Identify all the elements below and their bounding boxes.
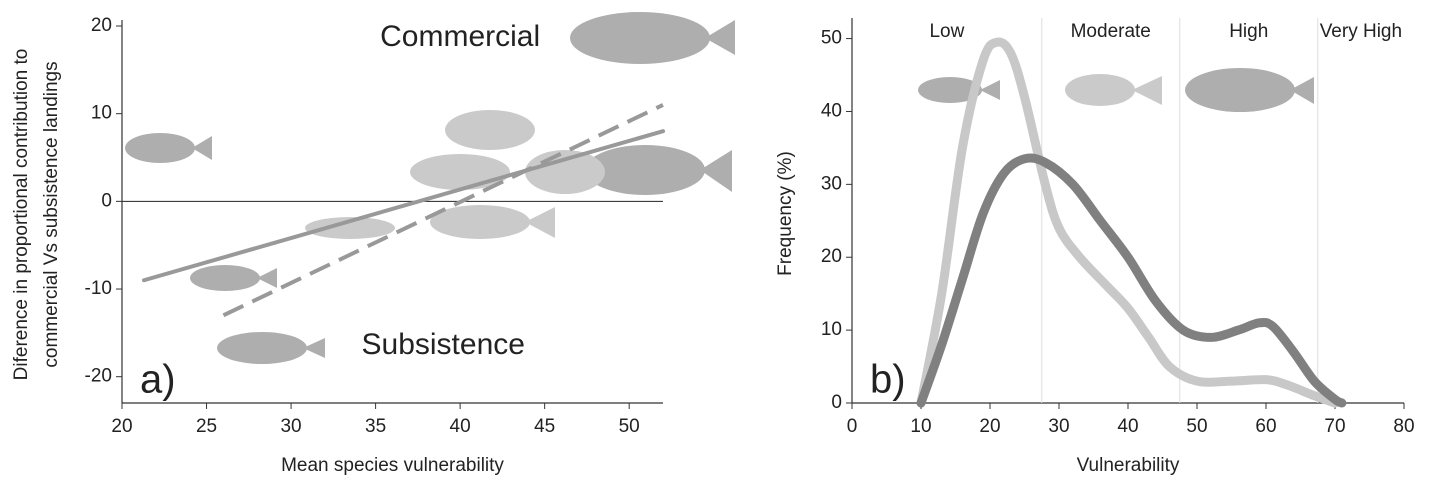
fish	[217, 332, 307, 364]
y-tick-label: 50	[821, 28, 842, 49]
x-tick-label: 35	[365, 416, 386, 437]
x-tick-label: 0	[847, 416, 858, 437]
fish	[918, 77, 982, 103]
zone-label: Very High	[1320, 21, 1402, 42]
y-tick-label: 10	[91, 103, 112, 124]
x-tick-label: 45	[534, 416, 555, 437]
y-tick-label: 0	[831, 392, 842, 413]
fish-tail	[303, 338, 325, 358]
fish	[125, 133, 195, 163]
zone-label: Moderate	[1071, 21, 1151, 42]
x-tick-label: 40	[1117, 416, 1138, 437]
line-series	[916, 153, 1347, 408]
line-series	[222, 103, 664, 318]
zone-label: Low	[929, 21, 964, 42]
y-axis-label: commercial Vs subsistence landings	[41, 61, 62, 367]
x-axis-label: Vulnerability	[1077, 455, 1180, 476]
x-tick-label: 40	[450, 416, 471, 437]
x-tick-label: 50	[619, 416, 640, 437]
fish	[1185, 68, 1295, 112]
x-tick-label: 30	[280, 416, 301, 437]
x-tick-label: 70	[1324, 416, 1345, 437]
x-tick-label: 50	[1186, 416, 1207, 437]
y-axis-label: Frequency (%)	[775, 151, 796, 276]
fish-tail	[1290, 77, 1314, 104]
fish	[430, 205, 530, 239]
y-tick-label: 40	[821, 100, 842, 121]
x-tick-label: 10	[910, 416, 931, 437]
fish	[445, 110, 535, 150]
x-tick-label: 20	[979, 416, 1000, 437]
fish-tail	[980, 80, 1000, 100]
fish-illustrations	[125, 12, 1314, 364]
y-axis-label: Diference in proportional contribution t…	[11, 49, 32, 381]
x-axis-label: Mean species vulnerability	[281, 455, 504, 476]
fish-tail	[525, 207, 555, 238]
fish-tail	[192, 136, 212, 160]
panel-label: b)	[870, 358, 906, 402]
y-tick-label: 0	[101, 190, 112, 211]
fish	[570, 12, 710, 64]
fish	[305, 217, 395, 239]
zone-label: High	[1229, 21, 1268, 42]
line-series	[141, 129, 665, 283]
x-tick-label: 20	[111, 416, 132, 437]
fish	[585, 145, 705, 195]
y-tick-label: -20	[85, 366, 112, 387]
fish	[190, 265, 260, 291]
fish-tail	[705, 20, 735, 55]
y-tick-label: 30	[821, 173, 842, 194]
fish	[525, 150, 605, 194]
x-tick-label: 60	[1255, 416, 1276, 437]
panel-label: a)	[140, 358, 176, 402]
line-series	[916, 37, 1340, 408]
fish-tail	[1132, 76, 1162, 105]
y-tick-label: 20	[821, 246, 842, 267]
fish	[1065, 74, 1135, 106]
x-tick-label: 25	[196, 416, 217, 437]
annotation: Subsistence	[362, 328, 525, 361]
fish-tail	[700, 150, 732, 192]
fish-tail	[257, 268, 277, 288]
annotation: Commercial	[380, 20, 540, 53]
x-tick-label: 30	[1048, 416, 1069, 437]
y-tick-label: 20	[91, 15, 112, 36]
y-tick-label: -10	[85, 278, 112, 299]
y-tick-label: 10	[821, 319, 842, 340]
x-tick-label: 80	[1393, 416, 1414, 437]
